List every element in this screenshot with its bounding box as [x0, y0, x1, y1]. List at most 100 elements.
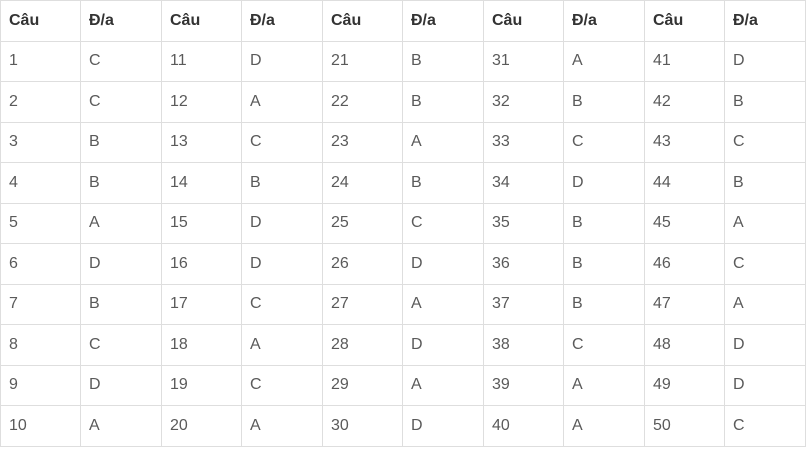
answer-cell-4: B: [563, 243, 645, 285]
question-number-cell-1: 6: [0, 243, 81, 285]
answer-cell-2: B: [241, 162, 323, 204]
answer-cell-2: A: [241, 324, 323, 366]
answer-cell-2: C: [241, 364, 323, 406]
question-number-cell-2: 19: [161, 364, 242, 406]
answer-cell-3: B: [402, 162, 484, 204]
table-row: 10 A 20 A 30 D 40 A 50 C: [0, 405, 806, 447]
answer-cell-4: C: [563, 324, 645, 366]
question-number-cell-2: 11: [161, 40, 242, 82]
question-number-cell-3: 21: [322, 40, 403, 82]
question-number-cell-2: 16: [161, 243, 242, 285]
answer-cell-1: C: [80, 81, 162, 123]
answer-cell-1: D: [80, 364, 162, 406]
question-number-cell-3: 27: [322, 283, 403, 325]
header-question-col-4: Câu: [483, 0, 564, 42]
question-number-cell-4: 34: [483, 162, 564, 204]
answer-cell-2: C: [241, 283, 323, 325]
table-row: 7 B 17 C 27 A 37 B 47 A: [0, 283, 806, 325]
question-number-cell-2: 14: [161, 162, 242, 204]
answer-cell-1: B: [80, 162, 162, 204]
answer-cell-2: A: [241, 405, 323, 447]
question-number-cell-4: 32: [483, 81, 564, 123]
question-number-cell-1: 4: [0, 162, 81, 204]
question-number-cell-2: 15: [161, 202, 242, 244]
question-number-cell-2: 18: [161, 324, 242, 366]
question-number-cell-4: 33: [483, 121, 564, 163]
header-answer-col-3: Đ/a: [402, 0, 484, 42]
answer-cell-3: A: [402, 283, 484, 325]
table-body: 1 C 11 D 21 B 31 A 41 D 2 C 12 A 22 B 32 B 42 B 3 B 13 C 23 A 33 C 4…: [0, 40, 806, 447]
question-number-cell-4: 40: [483, 405, 564, 447]
question-number-cell-5: 44: [644, 162, 725, 204]
question-number-cell-2: 13: [161, 121, 242, 163]
table-header: Câu Đ/a Câu Đ/a Câu Đ/a Câu Đ/a Câu Đ/a: [0, 0, 806, 42]
answer-cell-5: C: [724, 243, 806, 285]
answer-cell-4: D: [563, 162, 645, 204]
answer-cell-2: D: [241, 243, 323, 285]
header-question-col-2: Câu: [161, 0, 242, 42]
answer-cell-4: A: [563, 405, 645, 447]
answer-cell-5: C: [724, 405, 806, 447]
question-number-cell-1: 1: [0, 40, 81, 82]
question-number-cell-3: 23: [322, 121, 403, 163]
header-question-col-5: Câu: [644, 0, 725, 42]
answer-cell-1: A: [80, 405, 162, 447]
table-row: 4 B 14 B 24 B 34 D 44 B: [0, 162, 806, 204]
question-number-cell-3: 30: [322, 405, 403, 447]
question-number-cell-1: 2: [0, 81, 81, 123]
answer-cell-4: A: [563, 364, 645, 406]
question-number-cell-3: 28: [322, 324, 403, 366]
answer-cell-2: D: [241, 40, 323, 82]
answer-cell-2: D: [241, 202, 323, 244]
question-number-cell-1: 5: [0, 202, 81, 244]
answer-cell-3: B: [402, 40, 484, 82]
table-row: 3 B 13 C 23 A 33 C 43 C: [0, 121, 806, 163]
question-number-cell-2: 12: [161, 81, 242, 123]
table-row: 5 A 15 D 25 C 35 B 45 A: [0, 202, 806, 244]
question-number-cell-5: 48: [644, 324, 725, 366]
header-answer-col-4: Đ/a: [563, 0, 645, 42]
answer-cell-3: D: [402, 243, 484, 285]
answer-cell-1: B: [80, 121, 162, 163]
question-number-cell-1: 9: [0, 364, 81, 406]
answer-cell-3: C: [402, 202, 484, 244]
answer-cell-5: D: [724, 324, 806, 366]
answer-cell-1: A: [80, 202, 162, 244]
answer-cell-2: A: [241, 81, 323, 123]
question-number-cell-4: 36: [483, 243, 564, 285]
header-question-col-1: Câu: [0, 0, 81, 42]
answer-cell-3: D: [402, 405, 484, 447]
table-row: 6 D 16 D 26 D 36 B 46 C: [0, 243, 806, 285]
answer-cell-4: B: [563, 283, 645, 325]
question-number-cell-5: 50: [644, 405, 725, 447]
table-row: 9 D 19 C 29 A 39 A 49 D: [0, 364, 806, 406]
answer-cell-1: D: [80, 243, 162, 285]
question-number-cell-3: 25: [322, 202, 403, 244]
question-number-cell-3: 26: [322, 243, 403, 285]
answer-cell-4: A: [563, 40, 645, 82]
question-number-cell-4: 31: [483, 40, 564, 82]
question-number-cell-1: 8: [0, 324, 81, 366]
header-answer-col-1: Đ/a: [80, 0, 162, 42]
question-number-cell-3: 29: [322, 364, 403, 406]
answer-cell-2: C: [241, 121, 323, 163]
question-number-cell-1: 10: [0, 405, 81, 447]
question-number-cell-3: 22: [322, 81, 403, 123]
answer-cell-5: B: [724, 81, 806, 123]
answer-cell-1: C: [80, 324, 162, 366]
answer-cell-4: B: [563, 202, 645, 244]
question-number-cell-5: 46: [644, 243, 725, 285]
question-number-cell-3: 24: [322, 162, 403, 204]
question-number-cell-4: 35: [483, 202, 564, 244]
answer-cell-5: D: [724, 364, 806, 406]
answer-cell-3: B: [402, 81, 484, 123]
question-number-cell-5: 43: [644, 121, 725, 163]
question-number-cell-5: 42: [644, 81, 725, 123]
table-row: 2 C 12 A 22 B 32 B 42 B: [0, 81, 806, 123]
header-question-col-3: Câu: [322, 0, 403, 42]
answer-cell-1: C: [80, 40, 162, 82]
answer-cell-5: C: [724, 121, 806, 163]
answer-cell-3: D: [402, 324, 484, 366]
question-number-cell-5: 49: [644, 364, 725, 406]
answer-cell-3: A: [402, 364, 484, 406]
